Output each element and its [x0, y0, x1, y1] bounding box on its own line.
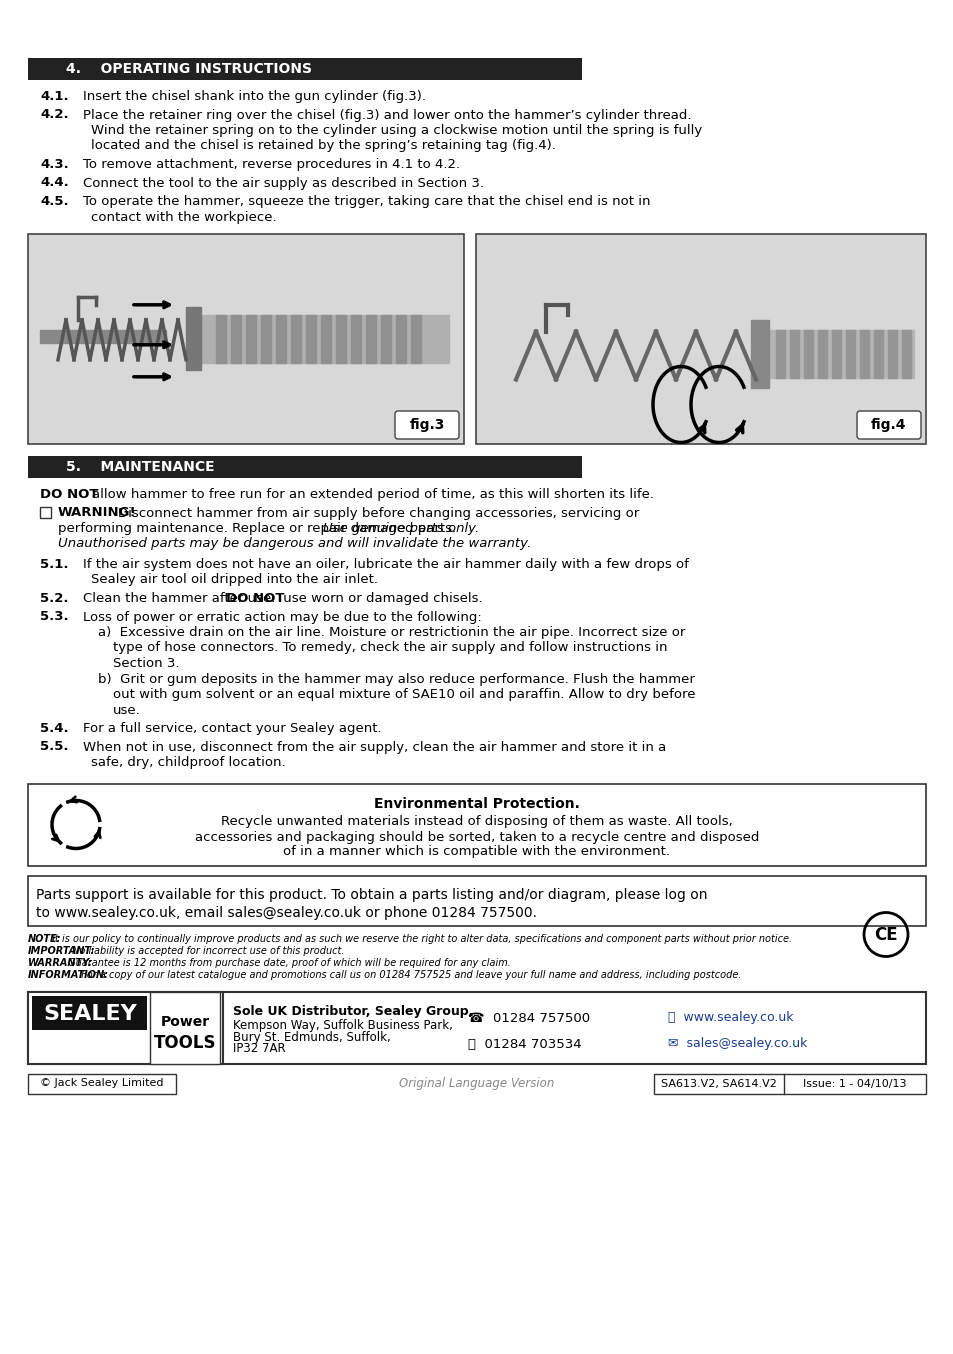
Text: SA613.V2, SA614.V2: SA613.V2, SA614.V2	[660, 1079, 776, 1089]
Bar	[28, 991, 925, 1063]
Text: performing maintenance. Replace or repair damaged parts.: performing maintenance. Replace or repai…	[58, 523, 460, 535]
Text: To remove attachment, reverse procedures in 4.1 to 4.2.: To remove attachment, reverse procedures…	[83, 158, 459, 171]
Text: Kempson Way, Suffolk Business Park,: Kempson Way, Suffolk Business Park,	[233, 1018, 453, 1032]
Text: TOOLS: TOOLS	[153, 1034, 216, 1052]
Text: When not in use, disconnect from the air supply, clean the air hammer and store : When not in use, disconnect from the air…	[83, 741, 665, 753]
Text: 🌐  www.sealey.co.uk: 🌐 www.sealey.co.uk	[667, 1011, 793, 1025]
Text: Power: Power	[160, 1014, 210, 1029]
Text: fig.4: fig.4	[870, 418, 905, 432]
Text: Clean the hammer after use.: Clean the hammer after use.	[83, 592, 279, 605]
Text: To operate the hammer, squeeze the trigger, taking care that the chisel end is n: To operate the hammer, squeeze the trigg…	[83, 195, 650, 209]
Bar	[476, 234, 925, 444]
Text: Wind the retainer spring on to the cylinder using a clockwise motion until the s: Wind the retainer spring on to the cylin…	[91, 125, 701, 137]
Text: 5.5.: 5.5.	[40, 741, 69, 753]
Text: If the air system does not have an oiler, lubricate the air hammer daily with a : If the air system does not have an oiler…	[83, 558, 688, 571]
Text: Insert the chisel shank into the gun cylinder (fig.3).: Insert the chisel shank into the gun cyl…	[83, 89, 426, 103]
Text: Sealey air tool oil dripped into the air inlet.: Sealey air tool oil dripped into the air…	[91, 574, 377, 586]
Text: use.: use.	[112, 704, 141, 716]
Text: accessories and packaging should be sorted, taken to a recycle centre and dispos: accessories and packaging should be sort…	[194, 830, 759, 844]
Text: Environmental Protection.: Environmental Protection.	[374, 798, 579, 811]
Bar	[654, 1074, 925, 1094]
Text: NOTE:: NOTE:	[28, 933, 61, 944]
Text: b)  Grit or gum deposits in the hammer may also reduce performance. Flush the ha: b) Grit or gum deposits in the hammer ma…	[98, 673, 694, 685]
Text: 5.3.: 5.3.	[40, 611, 69, 623]
Text: Original Language Version: Original Language Version	[399, 1076, 554, 1090]
Text: Unauthorised parts may be dangerous and will invalidate the warranty.: Unauthorised parts may be dangerous and …	[58, 538, 531, 551]
Text: ☎  01284 757500: ☎ 01284 757500	[468, 1011, 590, 1025]
Text: Guarantee is 12 months from purchase date, proof of which will be required for a: Guarantee is 12 months from purchase dat…	[66, 957, 511, 968]
Text: 4.5.: 4.5.	[40, 195, 69, 209]
Text: Use genuine parts only.: Use genuine parts only.	[323, 523, 478, 535]
Bar	[28, 58, 581, 80]
Text: Bury St. Edmunds, Suffolk,: Bury St. Edmunds, Suffolk,	[233, 1030, 391, 1044]
Text: IP32 7AR: IP32 7AR	[233, 1043, 285, 1056]
Text: out with gum solvent or an equal mixture of SAE10 oil and paraffin. Allow to dry: out with gum solvent or an equal mixture…	[112, 688, 695, 701]
Text: Loss of power or erratic action may be due to the following:: Loss of power or erratic action may be d…	[83, 611, 481, 623]
Text: Connect the tool to the air supply as described in Section 3.: Connect the tool to the air supply as de…	[83, 176, 483, 190]
Bar	[28, 991, 223, 1063]
Text: fig.3: fig.3	[409, 418, 444, 432]
Text: It is our policy to continually improve products and as such we reserve the righ: It is our policy to continually improve …	[49, 933, 791, 944]
FancyBboxPatch shape	[856, 412, 920, 439]
Text: use worn or damaged chisels.: use worn or damaged chisels.	[278, 592, 482, 605]
Text: ✉  sales@sealey.co.uk: ✉ sales@sealey.co.uk	[667, 1037, 806, 1051]
Text: contact with the workpiece.: contact with the workpiece.	[91, 210, 276, 223]
Text: DO NOT: DO NOT	[40, 487, 98, 501]
Text: Sole UK Distributor, Sealey Group,: Sole UK Distributor, Sealey Group,	[233, 1006, 473, 1018]
Bar	[28, 1074, 175, 1094]
Text: a)  Excessive drain on the air line. Moisture or restrictionin the air pipe. Inc: a) Excessive drain on the air line. Mois…	[98, 626, 684, 639]
Text: SEALEY: SEALEY	[43, 1003, 136, 1024]
Bar	[28, 876, 925, 926]
Text: 5.4.: 5.4.	[40, 722, 69, 735]
Text: allow hammer to free run for an extended period of time, as this will shorten it: allow hammer to free run for an extended…	[91, 487, 654, 501]
Text: 4.4.: 4.4.	[40, 176, 69, 190]
Bar	[28, 456, 581, 478]
Bar	[150, 991, 220, 1063]
Text: WARRANTY:: WARRANTY:	[28, 957, 93, 968]
Text: Disconnect hammer from air supply before changing accessories, servicing or: Disconnect hammer from air supply before…	[118, 506, 639, 520]
Text: © Jack Sealey Limited: © Jack Sealey Limited	[40, 1079, 164, 1089]
Text: Place the retainer ring over the chisel (fig.3) and lower onto the hammer’s cyli: Place the retainer ring over the chisel …	[83, 108, 691, 122]
Text: 4.1.: 4.1.	[40, 89, 69, 103]
Text: CE: CE	[873, 926, 897, 944]
Text: safe, dry, childproof location.: safe, dry, childproof location.	[91, 756, 285, 769]
Text: Section 3.: Section 3.	[112, 657, 179, 670]
Text: 4.2.: 4.2.	[40, 108, 69, 122]
Text: No liability is accepted for incorrect use of this product.: No liability is accepted for incorrect u…	[70, 945, 345, 956]
Text: 5.1.: 5.1.	[40, 558, 69, 571]
Text: Issue: 1 - 04/10/13: Issue: 1 - 04/10/13	[802, 1079, 905, 1089]
FancyBboxPatch shape	[395, 412, 458, 439]
Text: type of hose connectors. To remedy, check the air supply and follow instructions: type of hose connectors. To remedy, chec…	[112, 642, 667, 654]
Bar	[32, 995, 147, 1029]
Text: INFORMATION:: INFORMATION:	[28, 969, 109, 979]
Text: 4.    OPERATING INSTRUCTIONS: 4. OPERATING INSTRUCTIONS	[66, 62, 312, 76]
Bar	[40, 506, 51, 517]
Text: Recycle unwanted materials instead of disposing of them as waste. All tools,: Recycle unwanted materials instead of di…	[221, 815, 732, 827]
Text: to www.sealey.co.uk, email sales@sealey.co.uk or phone 01284 757500.: to www.sealey.co.uk, email sales@sealey.…	[36, 906, 537, 919]
Text: For a copy of our latest catalogue and promotions call us on 01284 757525 and le: For a copy of our latest catalogue and p…	[78, 969, 740, 979]
Text: of in a manner which is compatible with the environment.: of in a manner which is compatible with …	[283, 845, 670, 858]
Text: 📠  01284 703534: 📠 01284 703534	[468, 1037, 581, 1051]
Text: DO NOT: DO NOT	[226, 592, 284, 605]
Text: 4.3.: 4.3.	[40, 158, 69, 171]
Text: IMPORTANT:: IMPORTANT:	[28, 945, 95, 956]
Text: Parts support is available for this product. To obtain a parts listing and/or di: Parts support is available for this prod…	[36, 887, 707, 902]
Text: WARNING!: WARNING!	[58, 506, 136, 520]
Text: 5.2.: 5.2.	[40, 592, 69, 605]
Bar	[28, 784, 925, 865]
Text: For a full service, contact your Sealey agent.: For a full service, contact your Sealey …	[83, 722, 381, 735]
Bar	[28, 234, 463, 444]
Text: located and the chisel is retained by the spring’s retaining tag (fig.4).: located and the chisel is retained by th…	[91, 139, 556, 153]
Text: 5.    MAINTENANCE: 5. MAINTENANCE	[66, 460, 214, 474]
